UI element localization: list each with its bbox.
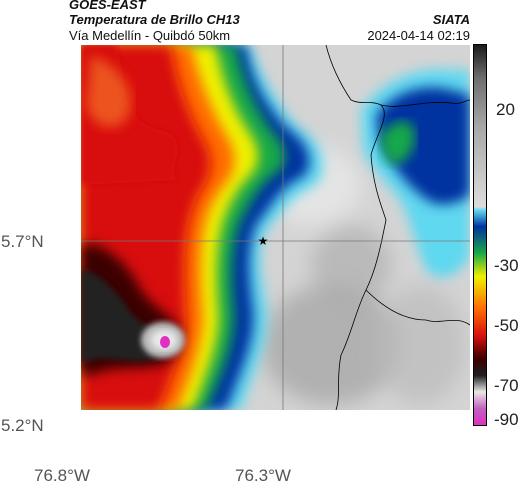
colorbar-tick-minus30: -30 <box>494 256 519 275</box>
cloud-system-northeast <box>361 69 470 278</box>
borders <box>325 45 470 410</box>
product-title: Temperatura de Brillo CH13 <box>69 12 240 27</box>
cloud-system-west <box>81 45 324 410</box>
lon-tick-right: 76.3°W <box>235 466 291 485</box>
colorbar-tick-minus50: -50 <box>494 316 519 335</box>
colorbar-tick-minus70: -70 <box>494 376 519 395</box>
region-label: Vía Medellín - Quibdó 50km <box>69 28 231 43</box>
colorbar-tick-20: 20 <box>496 100 515 119</box>
colorbar-tick-minus90: -90 <box>494 410 519 429</box>
datetime-label: 2024-04-14 02:19 <box>367 28 470 43</box>
quibdo-marker: ★ <box>258 234 269 248</box>
satellite-map: ★ <box>81 45 470 410</box>
lat-tick-lower: 5.2°N <box>1 416 44 435</box>
colorbar <box>473 44 487 426</box>
lon-tick-left: 76.8°W <box>34 466 90 485</box>
agency-label: SIATA <box>432 12 470 27</box>
gridlines <box>81 45 470 410</box>
satellite-label: GOES-EAST <box>69 0 146 12</box>
coldest-cloud-top <box>160 336 170 348</box>
lat-tick-upper: 5.7°N <box>1 232 44 251</box>
